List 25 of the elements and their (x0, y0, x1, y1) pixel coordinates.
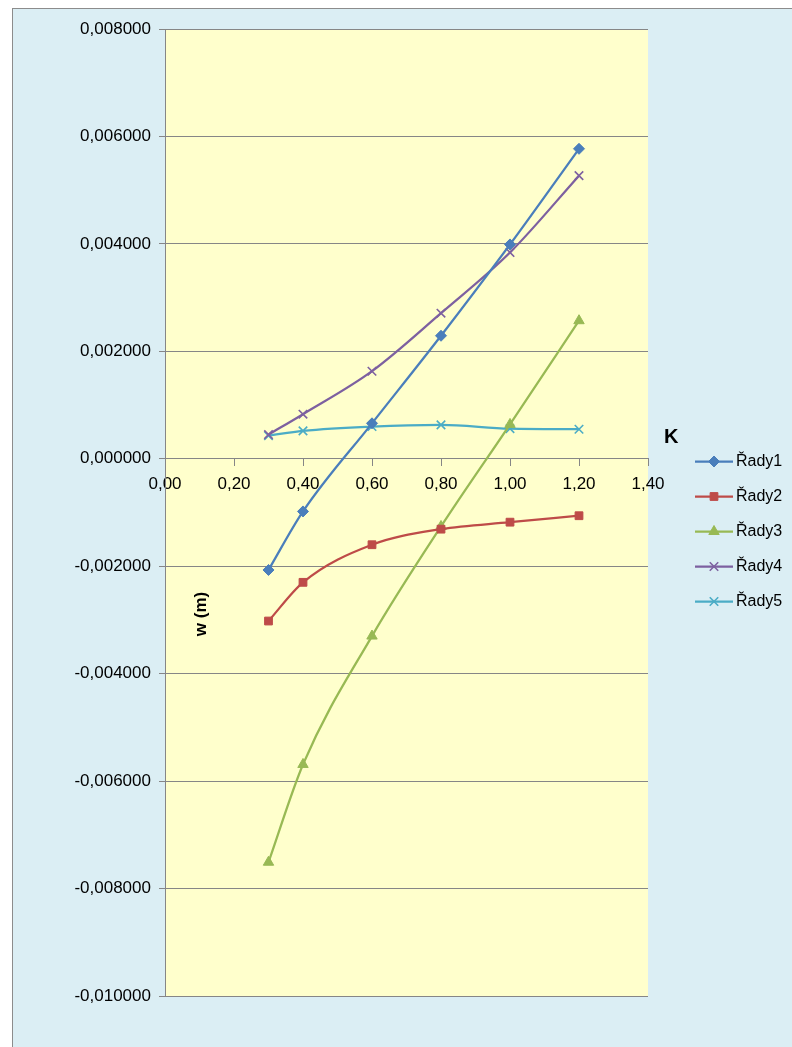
y-axis-title: w (m) (190, 591, 210, 638)
x-tick-label: 1,00 (493, 473, 527, 493)
x-tick-label: 0,20 (217, 473, 251, 493)
y-tick-label: 0,006000 (80, 126, 151, 146)
y-tick-label: -0,010000 (74, 985, 151, 1005)
x-tick-label: 1,20 (562, 473, 596, 493)
x-tick-label: 1,40 (631, 473, 665, 493)
legend-label: Řady4 (736, 555, 783, 574)
y-tick-label: 0,008000 (80, 18, 151, 38)
legend-label: Řady3 (736, 520, 783, 539)
y-tick-label: -0,002000 (74, 555, 151, 575)
y-tick-label: 0,004000 (80, 233, 151, 253)
x-tick-label: 0,00 (148, 473, 182, 493)
x-axis-title: K (664, 425, 679, 448)
y-tick-label: 0,002000 (80, 341, 151, 361)
legend-label: Řady1 (736, 450, 783, 469)
legend-label: Řady2 (736, 485, 783, 504)
x-tick-label: 0,40 (286, 473, 320, 493)
y-tick-label: -0,004000 (74, 663, 151, 683)
x-tick-label: 0,80 (424, 473, 458, 493)
x-tick-label: 0,60 (355, 473, 389, 493)
legend-label: Řady5 (736, 590, 783, 609)
y-tick-label: -0,006000 (74, 770, 151, 790)
y-tick-label: -0,008000 (74, 878, 151, 898)
y-tick-label: 0,000000 (80, 448, 151, 468)
